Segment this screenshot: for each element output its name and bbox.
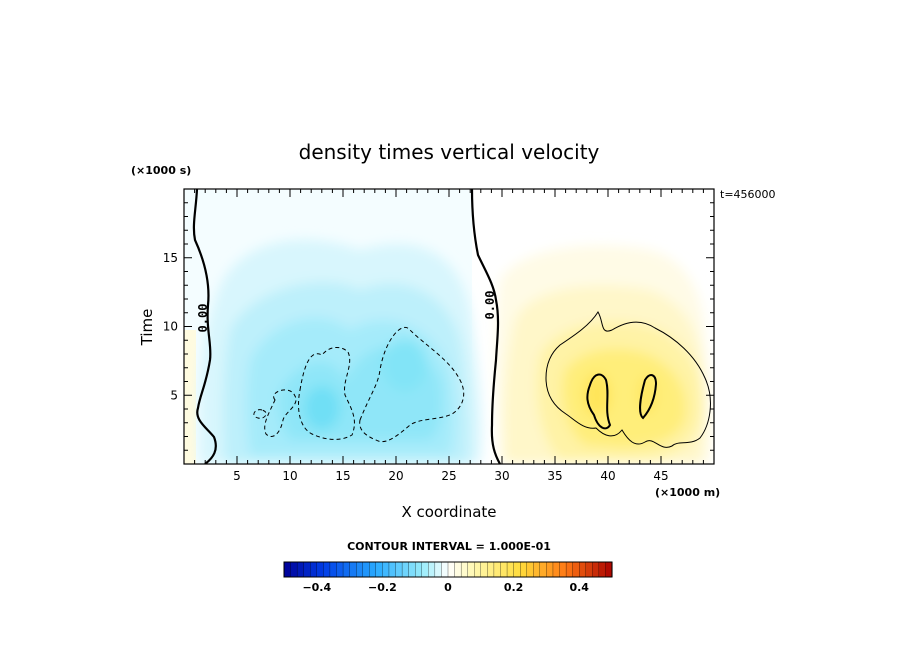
colorbar-cell — [513, 561, 521, 578]
positive-contour-inner-1 — [586, 373, 612, 430]
colorbar-cell — [467, 561, 475, 578]
colorbar-cell — [349, 561, 357, 578]
colorbar-cell — [362, 561, 370, 578]
colorbar-cell — [598, 561, 606, 578]
zero-contour-left — [192, 189, 217, 464]
positive-shading — [495, 245, 712, 464]
negative-shading — [199, 239, 482, 464]
colorbar-cell — [316, 561, 324, 578]
colorbar-cell — [447, 561, 456, 578]
colorbar-cell — [506, 561, 515, 578]
colorbar-cell — [487, 561, 495, 578]
contour-interval-text: CONTOUR INTERVAL = 1.000E-01 — [347, 540, 551, 553]
colorbar-cell — [428, 561, 436, 578]
colorbar-cell — [356, 561, 364, 578]
y-unit-label: (×1000 s) — [131, 164, 191, 177]
x-tick-label: 25 — [441, 469, 456, 483]
colorbar-cell — [605, 561, 613, 578]
colorbar-tick-label: −0.2 — [368, 581, 397, 594]
colorbar-cell — [500, 561, 508, 578]
x-tick-label: 35 — [547, 469, 562, 483]
colorbar-cell — [565, 561, 574, 578]
contour-label-left: 0.00 — [196, 304, 210, 333]
x-tick-label: 40 — [600, 469, 615, 483]
y-tick-label: 5 — [170, 388, 178, 402]
colorbar-tick-label: 0.2 — [504, 581, 524, 594]
colorbar-cell — [342, 561, 351, 578]
colorbar-cell — [296, 561, 305, 578]
colorbar-cell — [336, 561, 344, 578]
colorbar-cell — [310, 561, 318, 578]
plot-area: 0.00 0.00 — [184, 189, 714, 464]
colorbar-cell — [460, 561, 469, 578]
colorbar-cell — [382, 561, 390, 578]
colorbar-cell — [474, 561, 482, 578]
colorbar-cell — [585, 561, 593, 578]
colorbar-tick-label: 0.4 — [569, 581, 589, 594]
colorbar-cell — [401, 561, 410, 578]
colorbar-cell — [552, 561, 561, 578]
colorbar-cell — [323, 561, 331, 578]
colorbar-cell — [369, 561, 377, 578]
colorbar-cell — [592, 561, 600, 578]
x-axis-label: X coordinate — [401, 503, 496, 521]
time-stamp: t=456000 — [720, 188, 776, 201]
axis-ticks: 5 10 15 20 25 30 35 40 45 5 10 15 — [163, 189, 714, 483]
colorbar-cell — [520, 561, 528, 578]
colorbar-cell — [493, 561, 502, 578]
colorbar-frame — [283, 561, 613, 578]
colorbar-cell — [480, 561, 488, 578]
colorbar-cell — [539, 561, 547, 578]
colorbar-cell — [454, 561, 462, 578]
x-unit-label: (×1000 m) — [655, 486, 720, 499]
colorbar-cell — [303, 561, 311, 578]
colorbar-cell — [408, 561, 416, 578]
colorbar-tick-label: 0 — [444, 581, 452, 594]
x-tick-label: 30 — [494, 469, 509, 483]
colorbar-cell — [290, 561, 298, 578]
colorbar-cell — [526, 561, 534, 578]
colorbar-cell — [415, 561, 423, 578]
positive-contour-outer — [545, 311, 711, 448]
colorbar-cell — [579, 561, 587, 578]
colorbar-cell — [395, 561, 403, 578]
colorbar-cell — [533, 561, 541, 578]
x-tick-label: 10 — [282, 469, 297, 483]
contour-label-right: 0.00 — [483, 291, 497, 320]
negative-contours — [253, 327, 465, 443]
positive-contour-inner-2 — [639, 374, 658, 420]
chart-title: density times vertical velocity — [299, 140, 600, 164]
colorbar-cell — [434, 561, 442, 578]
x-tick-label: 20 — [388, 469, 403, 483]
colorbar-cell — [329, 561, 338, 578]
colorbar-cell — [421, 561, 429, 578]
y-axis-label: Time — [138, 309, 156, 347]
x-tick-label: 15 — [335, 469, 350, 483]
colorbar-cell — [572, 561, 580, 578]
x-tick-label: 45 — [653, 469, 668, 483]
colorbar-cell — [546, 561, 554, 578]
x-tick-label: 5 — [233, 469, 241, 483]
y-tick-label: 10 — [163, 320, 178, 334]
left-edge-positive — [184, 330, 196, 464]
colorbar-cell — [559, 561, 567, 578]
zero-contour-right — [470, 189, 501, 464]
colorbar-cell — [375, 561, 383, 578]
colorbar: −0.4 −0.2 0 0.2 0.4 — [283, 561, 613, 594]
colorbar-tick-label: −0.4 — [302, 581, 331, 594]
colorbar-cell — [441, 561, 449, 578]
colorbar-cell — [283, 561, 292, 578]
colorbar-cell — [388, 561, 397, 578]
y-tick-label: 15 — [163, 251, 178, 265]
